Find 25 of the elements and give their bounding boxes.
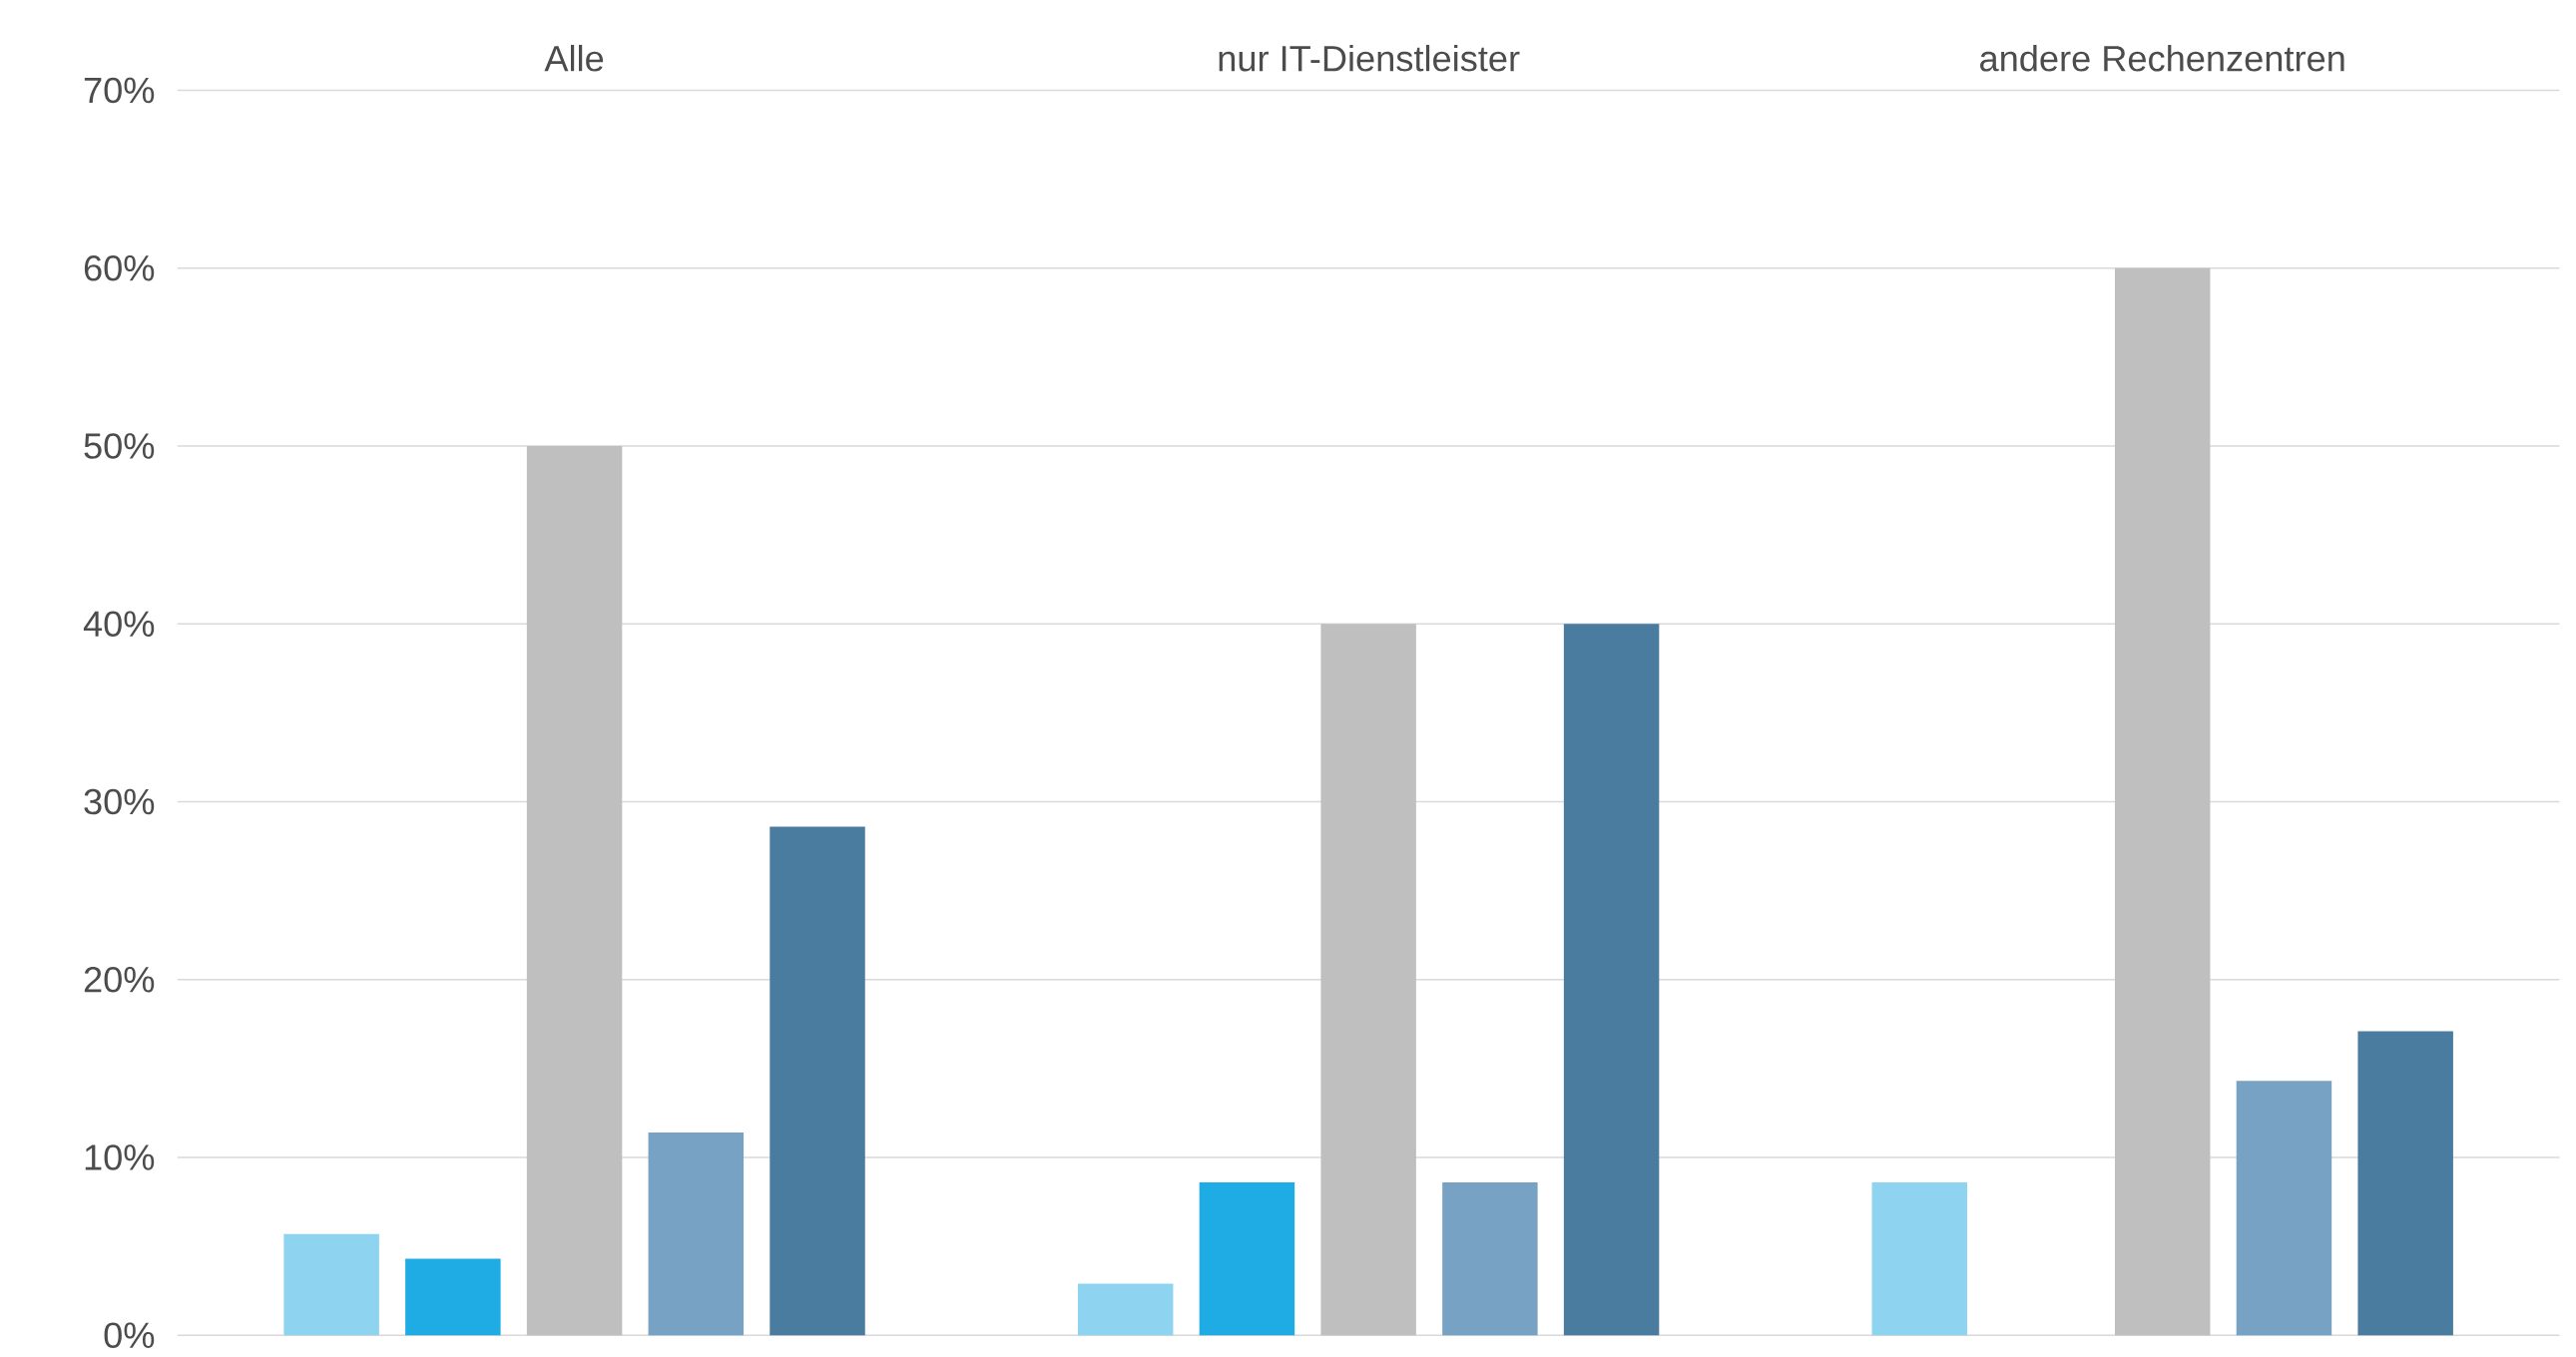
bar: [283, 1233, 379, 1336]
x-tick-label: andere Rechenzentren: [1980, 45, 2344, 72]
bar: [405, 1258, 501, 1336]
bar: [1442, 1182, 1538, 1336]
bar: [1320, 624, 1416, 1336]
y-tick-label: 10%: [85, 1144, 155, 1170]
bar: [2115, 267, 2211, 1336]
y-tick-label: 50%: [84, 433, 155, 460]
bar: [1871, 1182, 1968, 1336]
bar: [648, 1132, 745, 1336]
bar: [2357, 1031, 2453, 1336]
y-tick-label: 0%: [104, 1322, 155, 1349]
y-tick-label: 20%: [84, 967, 155, 993]
bar: [2236, 1081, 2332, 1336]
x-tick-label: Alle: [544, 45, 604, 72]
y-tick-label: 70%: [84, 77, 155, 104]
bar: [1563, 624, 1660, 1336]
y-tick-label: 60%: [84, 255, 155, 281]
bar: [1199, 1182, 1295, 1336]
y-tick-label: 40%: [83, 611, 155, 638]
y-tick-label: 30%: [84, 788, 155, 815]
bar: [1077, 1283, 1174, 1336]
bar: [526, 446, 623, 1336]
x-tick-label: nur IT-Dienstleister: [1219, 45, 1520, 72]
bar: [770, 826, 865, 1336]
